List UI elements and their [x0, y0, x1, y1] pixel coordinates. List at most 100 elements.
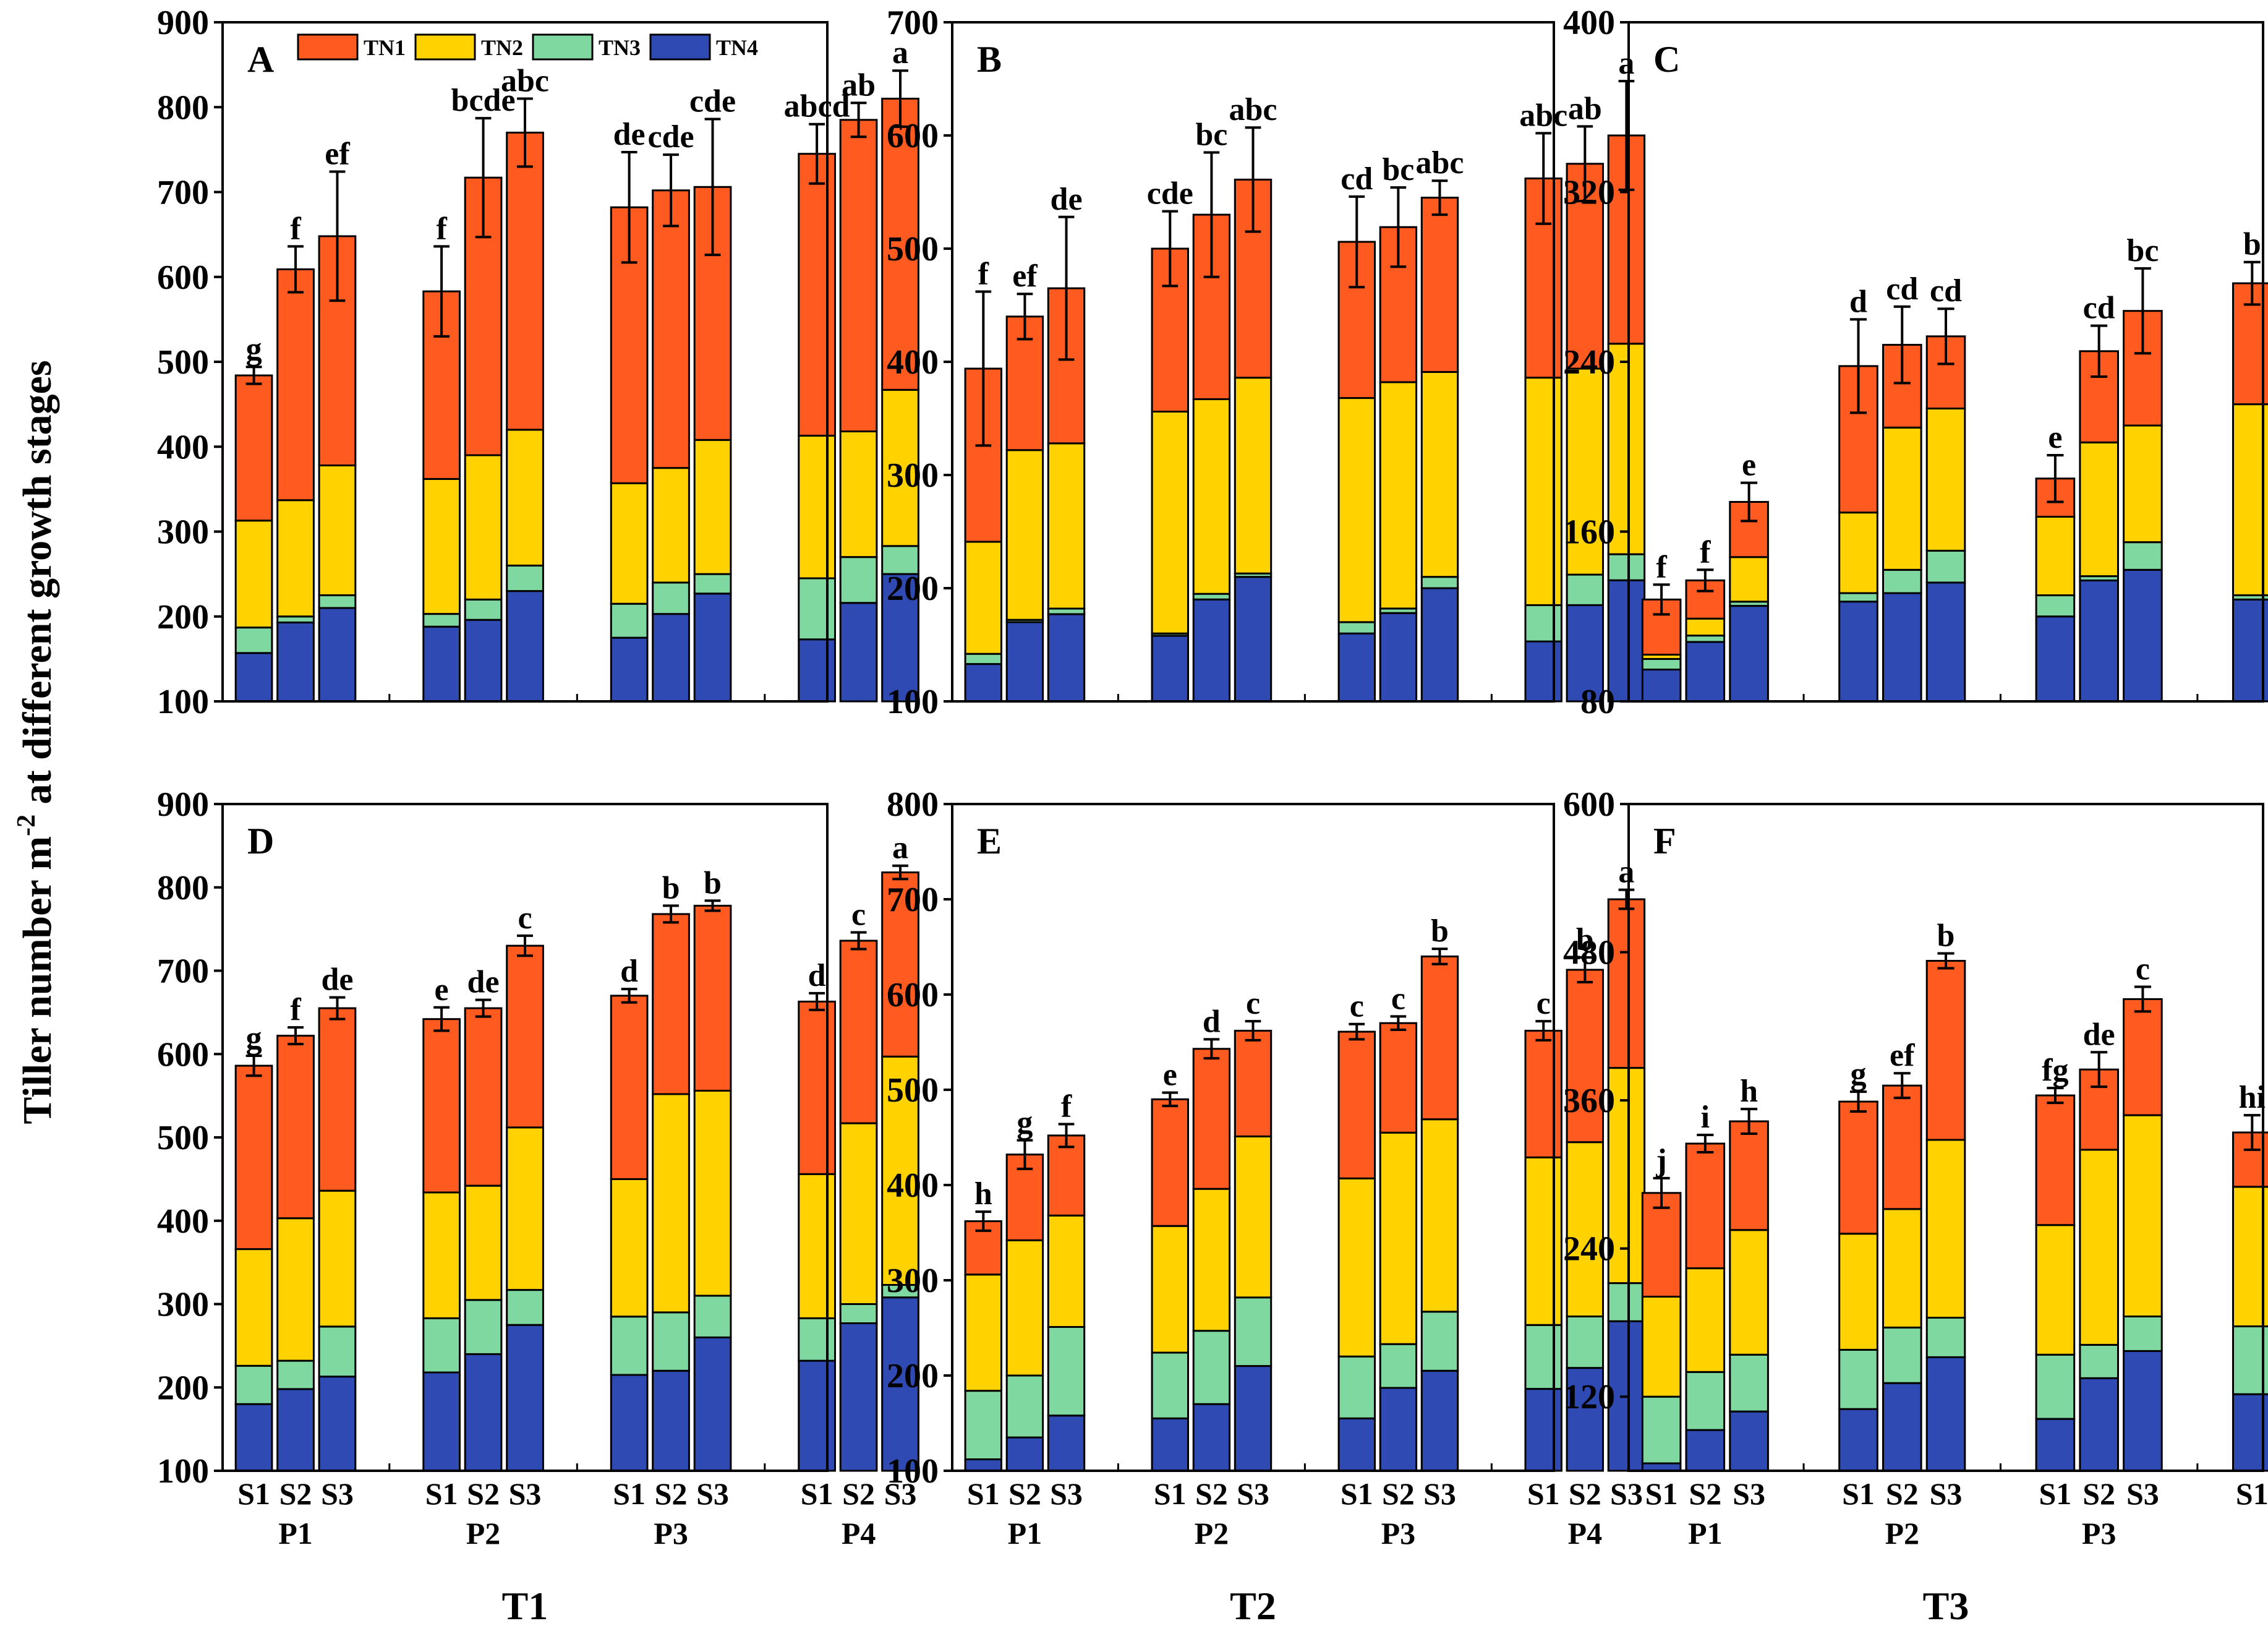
bar-tn3-p1-s1 [964, 1390, 1002, 1461]
bar-tn4-p4-s2 [839, 602, 878, 703]
group-label: P1 [1008, 1516, 1042, 1551]
legend-swatch-tn2 [414, 33, 476, 61]
bar-tn4-p1-s3 [318, 1376, 357, 1472]
bar-tn2-p3-s3 [693, 1090, 732, 1297]
bar-tn2-p1-s3 [318, 1189, 357, 1328]
significance-letter: ab [842, 67, 876, 103]
significance-letter: b [662, 870, 680, 905]
significance-letter: c [518, 901, 532, 936]
bar-tn4-p3-s2 [652, 613, 690, 703]
significance-letter: b [1431, 914, 1449, 949]
bar-tn1-p4-s2 [839, 939, 878, 1124]
panel-label: E [977, 821, 1002, 862]
bar-tn4-p1-s2 [276, 621, 315, 703]
bar-tn1-p3-s2 [652, 189, 690, 469]
legend-label-tn2: TN2 [481, 35, 523, 60]
significance-letter: cd [2083, 291, 2115, 326]
group-label: P3 [1381, 1516, 1416, 1551]
significance-letter: e [435, 972, 449, 1008]
bar-tn3-p3-s2 [1379, 1343, 1418, 1389]
bar-tn1-p3-s3 [1420, 955, 1459, 1121]
x-tick-label: S2 [1008, 1476, 1041, 1511]
y-tick-label: 500 [157, 343, 209, 382]
bar-tn2-p4-s2 [839, 430, 878, 558]
bar-tn2-p3-s1 [610, 1178, 649, 1318]
bar-tn4-p3-s3 [2123, 568, 2163, 703]
y-tick-label: 700 [887, 881, 939, 919]
bar-tn1-p4-s3 [881, 98, 919, 391]
significance-letter: de [467, 965, 500, 1000]
bar-tn4-p3-s1 [610, 1374, 649, 1472]
bar-tn3-p2-s2 [464, 1299, 503, 1355]
y-tick-label: 700 [157, 952, 209, 991]
significance-letter: f [1700, 534, 1711, 570]
bar-tn2-p1-s1 [964, 1273, 1002, 1392]
bar-tn4-p2-s1 [422, 1371, 461, 1472]
significance-letter: d [1203, 1004, 1221, 1039]
y-tick-label: 100 [157, 1452, 209, 1491]
group-label: P4 [1568, 1516, 1603, 1551]
bar-tn2-p2-s2 [464, 454, 503, 601]
y-tick-label: 600 [887, 117, 939, 155]
x-tick-label: S2 [655, 1476, 688, 1511]
bar-tn3-p4-s1 [798, 1317, 837, 1362]
y-tick-label: 400 [157, 428, 209, 466]
y-tick-label: 80 [1580, 683, 1615, 721]
y-tick-label: 400 [1563, 4, 1615, 42]
bar-tn3-p2-s2 [464, 598, 503, 621]
panel-label: B [977, 39, 1002, 80]
significance-letter: a [892, 831, 908, 866]
bar-tn3-p2-s2 [1882, 1326, 1922, 1384]
y-tick-label: 800 [157, 869, 209, 907]
group-label: P2 [1195, 1516, 1229, 1551]
bar-tn1-p1-s1 [234, 1064, 273, 1251]
x-tick-label: S3 [1237, 1476, 1269, 1511]
bar-tn3-p3-s3 [2123, 1316, 2163, 1352]
bar-tn2-p1-s2 [276, 499, 315, 618]
legend-label-tn1: TN1 [364, 35, 406, 60]
legend-swatch-tn4 [649, 33, 711, 61]
bar-tn1-p3-s1 [610, 206, 649, 484]
bar-tn4-p3-s1 [2035, 1418, 2076, 1472]
bar-tn3-p1-s1 [1641, 657, 1682, 671]
bar-tn2-p2-s2 [1192, 1188, 1231, 1332]
group-label: P3 [2082, 1516, 2117, 1551]
bar-tn1-p2-s2 [464, 1007, 503, 1187]
significance-letter: d [808, 958, 826, 993]
x-tick-label: S1 [613, 1476, 646, 1511]
group-label: P2 [466, 1516, 501, 1551]
bar-tn1-p1-s1 [1641, 1192, 1682, 1298]
y-tick-label: 200 [157, 1369, 209, 1407]
bar-tn2-p3-s2 [652, 1093, 690, 1314]
x-tick-label: S3 [1930, 1476, 1963, 1511]
y-tick-label: 500 [887, 1071, 939, 1110]
bar-tn3-p3-s3 [693, 1295, 732, 1338]
bar-tn2-p4-s1 [798, 1173, 837, 1319]
y-tick-label: 120 [1563, 1378, 1615, 1416]
significance-letter: ab [1568, 91, 1602, 126]
significance-letter: cd [1930, 273, 1962, 309]
bar-tn4-p3-s1 [1337, 1417, 1376, 1472]
bar-tn1-p3-s1 [610, 995, 649, 1180]
bar-tn4-p3-s1 [2035, 615, 2076, 703]
bar-tn4-p1-s3 [1729, 605, 1769, 703]
bar-tn2-p2-s3 [1925, 1139, 1966, 1319]
bar-tn4-p3-s2 [652, 1369, 690, 1472]
significance-letter: a [1618, 855, 1634, 890]
bar-tn2-p2-s1 [422, 477, 461, 615]
x-tick-label: S3 [509, 1476, 542, 1511]
bar-tn4-p1-s2 [1005, 1436, 1044, 1472]
bar-tn2-p3-s3 [1420, 1118, 1459, 1313]
bar-tn2-p3-s1 [2035, 1224, 2076, 1356]
bar-tn4-p2-s1 [1151, 1417, 1189, 1472]
bar-tn3-p4-s3 [881, 545, 919, 575]
bar-tn4-p3-s3 [693, 1336, 732, 1472]
significance-letter: abc [1229, 92, 1277, 127]
significance-letter: c [851, 897, 866, 933]
bar-tn2-p3-s2 [1379, 381, 1418, 610]
y-tick-label: 480 [1563, 934, 1615, 972]
bar-tn2-p2-s3 [506, 1126, 544, 1291]
bar-tn3-p4-s2 [1566, 573, 1605, 606]
